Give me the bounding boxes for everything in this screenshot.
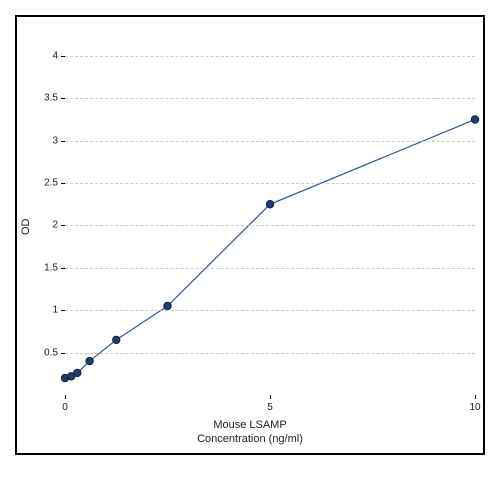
y-tick — [61, 310, 65, 311]
x-tick — [65, 395, 66, 399]
data-point — [74, 369, 82, 377]
y-tick-label: 4 — [52, 50, 58, 61]
x-tick — [270, 395, 271, 399]
gridline — [65, 268, 475, 269]
y-tick — [61, 268, 65, 269]
gridline — [65, 183, 475, 184]
y-tick — [61, 183, 65, 184]
gridline — [65, 98, 475, 99]
chart-svg — [65, 22, 475, 395]
data-point — [266, 200, 274, 208]
y-tick — [61, 225, 65, 226]
data-point — [86, 357, 94, 365]
data-point — [164, 302, 172, 310]
plot-area: 0.511.522.533.540510 — [65, 22, 475, 395]
data-line — [65, 119, 475, 378]
y-tick — [61, 56, 65, 57]
gridline — [65, 225, 475, 226]
y-tick-label: 2 — [52, 220, 58, 231]
y-tick-label: 3 — [52, 135, 58, 146]
gridline — [65, 56, 475, 57]
data-point — [471, 116, 479, 124]
y-tick — [61, 353, 65, 354]
x-axis-title: Mouse LSAMP — [213, 419, 286, 431]
y-tick-label: 1.5 — [44, 262, 58, 273]
gridline — [65, 141, 475, 142]
y-tick — [61, 98, 65, 99]
gridline — [65, 353, 475, 354]
x-tick-label: 5 — [267, 402, 273, 413]
x-tick-label: 0 — [62, 402, 68, 413]
x-tick — [475, 395, 476, 399]
y-tick — [61, 141, 65, 142]
y-tick-label: 2.5 — [44, 178, 58, 189]
y-tick-label: 0.5 — [44, 347, 58, 358]
chart-container: 0.511.522.533.540510 OD Mouse LSAMP Conc… — [15, 15, 485, 455]
x-tick-label: 10 — [469, 402, 480, 413]
y-axis-title: OD — [20, 219, 32, 236]
data-point — [112, 336, 120, 344]
x-axis-subtitle: Concentration (ng/ml) — [197, 433, 303, 445]
y-tick-label: 1 — [52, 305, 58, 316]
gridline — [65, 310, 475, 311]
y-tick-label: 3.5 — [44, 93, 58, 104]
